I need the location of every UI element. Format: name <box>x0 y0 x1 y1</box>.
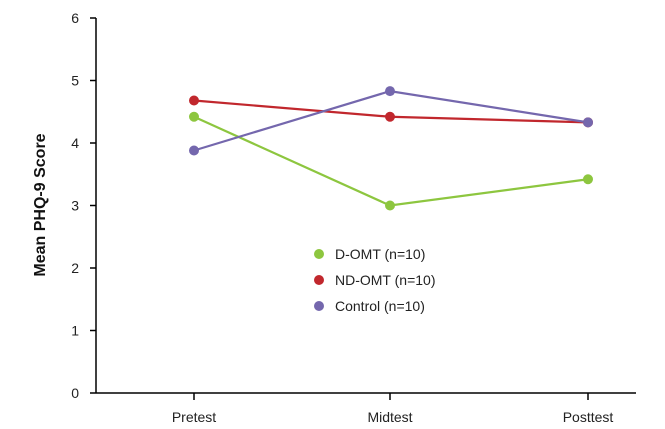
data-point <box>189 111 199 122</box>
y-tick-label: 1 <box>71 323 79 339</box>
legend-label: D-OMT (n=10) <box>335 246 425 262</box>
data-point <box>189 95 199 106</box>
data-point <box>189 145 199 156</box>
legend-marker <box>314 249 324 259</box>
data-point <box>583 117 593 128</box>
data-point <box>385 200 395 211</box>
y-tick-label: 4 <box>71 135 79 151</box>
y-tick-label: 3 <box>71 198 79 214</box>
y-ticks: 0 1 2 3 4 5 6 <box>71 10 96 401</box>
x-ticks: Pretest Midtest Posttest <box>172 393 614 425</box>
axes <box>95 18 636 394</box>
y-tick-label: 0 <box>71 385 79 401</box>
y-tick-label: 5 <box>71 73 79 89</box>
series-layer <box>189 86 593 211</box>
legend-marker <box>314 301 324 311</box>
legend-label: Control (n=10) <box>335 298 425 314</box>
x-tick-label: Pretest <box>172 409 216 425</box>
legend-marker <box>314 275 324 285</box>
data-point <box>583 174 593 185</box>
y-tick-label: 2 <box>71 260 79 276</box>
series-line <box>193 115 589 207</box>
x-tick-label: Posttest <box>563 409 614 425</box>
legend: D-OMT (n=10) ND-OMT (n=10) Control (n=10) <box>314 246 435 314</box>
legend-label: ND-OMT (n=10) <box>335 272 435 288</box>
y-axis-title: Mean PHQ-9 Score <box>32 133 49 276</box>
data-point <box>385 86 395 97</box>
x-tick-label: Midtest <box>367 409 412 425</box>
data-point <box>385 111 395 122</box>
y-tick-label: 6 <box>71 10 79 26</box>
